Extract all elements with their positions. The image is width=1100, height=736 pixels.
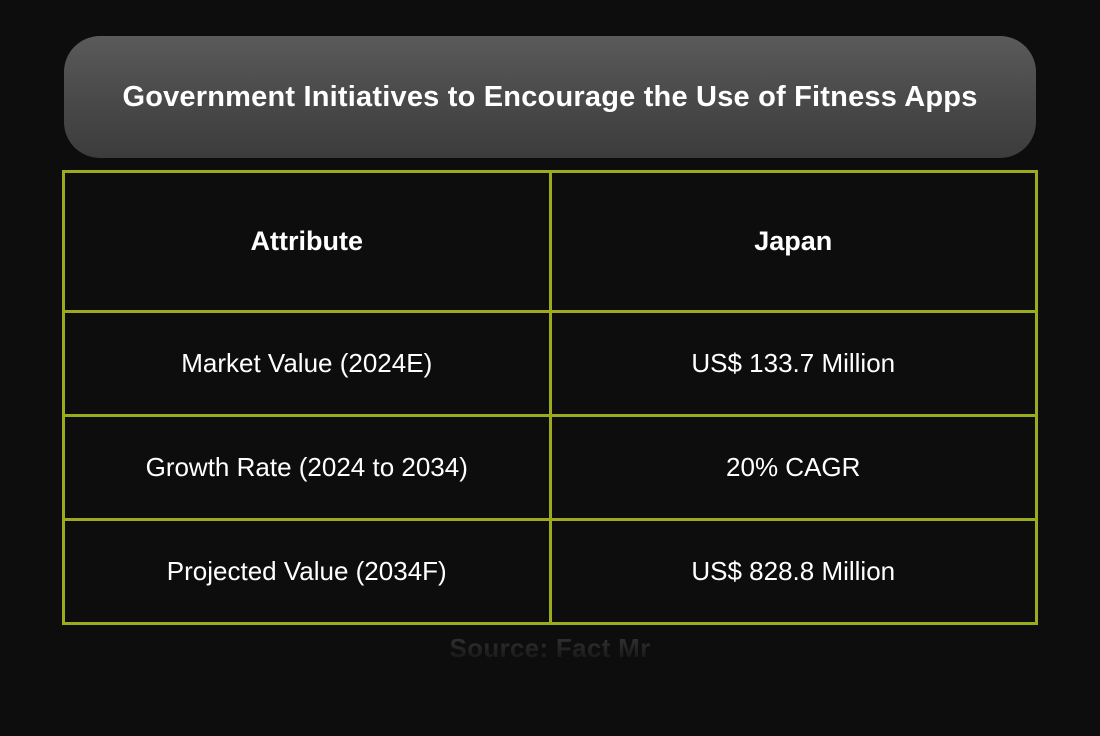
cell-attribute: Projected Value (2034F) (64, 520, 551, 624)
table-row: Market Value (2024E) US$ 133.7 Million (64, 312, 1037, 416)
data-table: Attribute Japan Market Value (2024E) US$… (62, 170, 1038, 625)
cell-attribute: Growth Rate (2024 to 2034) (64, 416, 551, 520)
cell-value: US$ 133.7 Million (550, 312, 1037, 416)
cell-attribute: Market Value (2024E) (64, 312, 551, 416)
table-row: Growth Rate (2024 to 2034) 20% CAGR (64, 416, 1037, 520)
cell-value: US$ 828.8 Million (550, 520, 1037, 624)
page-title: Government Initiatives to Encourage the … (122, 81, 977, 114)
title-bar: Government Initiatives to Encourage the … (64, 36, 1036, 158)
col-header-japan: Japan (550, 172, 1037, 312)
source-footer: Source: Fact Mr (62, 633, 1038, 664)
table-row: Projected Value (2034F) US$ 828.8 Millio… (64, 520, 1037, 624)
table-header-row: Attribute Japan (64, 172, 1037, 312)
col-header-attribute: Attribute (64, 172, 551, 312)
cell-value: 20% CAGR (550, 416, 1037, 520)
